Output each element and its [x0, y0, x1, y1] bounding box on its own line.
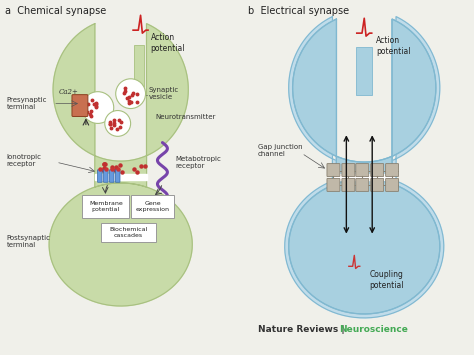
FancyBboxPatch shape [103, 170, 108, 182]
Polygon shape [289, 19, 440, 314]
FancyBboxPatch shape [82, 195, 129, 218]
Text: b  Electrical synapse: b Electrical synapse [248, 6, 349, 16]
Polygon shape [289, 19, 440, 314]
Text: Action
potential: Action potential [151, 33, 185, 53]
FancyBboxPatch shape [342, 179, 355, 191]
Text: Neurotransmitter: Neurotransmitter [155, 114, 216, 120]
Text: Membrane
potential: Membrane potential [89, 201, 123, 212]
Polygon shape [335, 174, 394, 180]
FancyBboxPatch shape [371, 164, 383, 176]
FancyBboxPatch shape [327, 179, 340, 191]
FancyBboxPatch shape [109, 170, 114, 182]
FancyBboxPatch shape [356, 47, 372, 95]
Text: Presynaptic
terminal: Presynaptic terminal [6, 97, 47, 110]
Circle shape [105, 110, 131, 136]
FancyBboxPatch shape [327, 164, 340, 176]
Polygon shape [95, 174, 146, 180]
FancyBboxPatch shape [371, 179, 383, 191]
Text: Gene
expression: Gene expression [136, 201, 170, 212]
Text: Coupling
potential: Coupling potential [369, 270, 404, 290]
Text: Ionotropic
receptor: Ionotropic receptor [6, 154, 41, 166]
FancyBboxPatch shape [386, 164, 399, 176]
Text: Action
potential: Action potential [376, 36, 410, 55]
Polygon shape [49, 24, 192, 306]
FancyBboxPatch shape [134, 45, 144, 90]
FancyBboxPatch shape [386, 179, 399, 191]
Circle shape [116, 79, 146, 109]
Text: Postsynaptic
terminal: Postsynaptic terminal [6, 235, 50, 248]
Text: Synaptic
vesicle: Synaptic vesicle [148, 87, 179, 100]
FancyBboxPatch shape [356, 179, 369, 191]
Text: a  Chemical synapse: a Chemical synapse [5, 6, 107, 16]
Text: Gap junction
channel: Gap junction channel [258, 144, 302, 157]
FancyBboxPatch shape [342, 164, 355, 176]
Text: Nature Reviews |: Nature Reviews | [258, 325, 347, 334]
FancyBboxPatch shape [115, 170, 120, 182]
FancyBboxPatch shape [356, 164, 369, 176]
Text: Metabotropic
receptor: Metabotropic receptor [175, 155, 221, 169]
FancyBboxPatch shape [131, 195, 174, 218]
Text: Biochemical
cascades: Biochemical cascades [109, 227, 148, 238]
Polygon shape [285, 17, 444, 318]
FancyBboxPatch shape [72, 95, 88, 116]
FancyBboxPatch shape [101, 223, 156, 242]
FancyBboxPatch shape [98, 170, 102, 182]
Text: Ca2+: Ca2+ [59, 88, 79, 95]
Text: Neuroscience: Neuroscience [339, 325, 408, 334]
Circle shape [82, 92, 114, 124]
